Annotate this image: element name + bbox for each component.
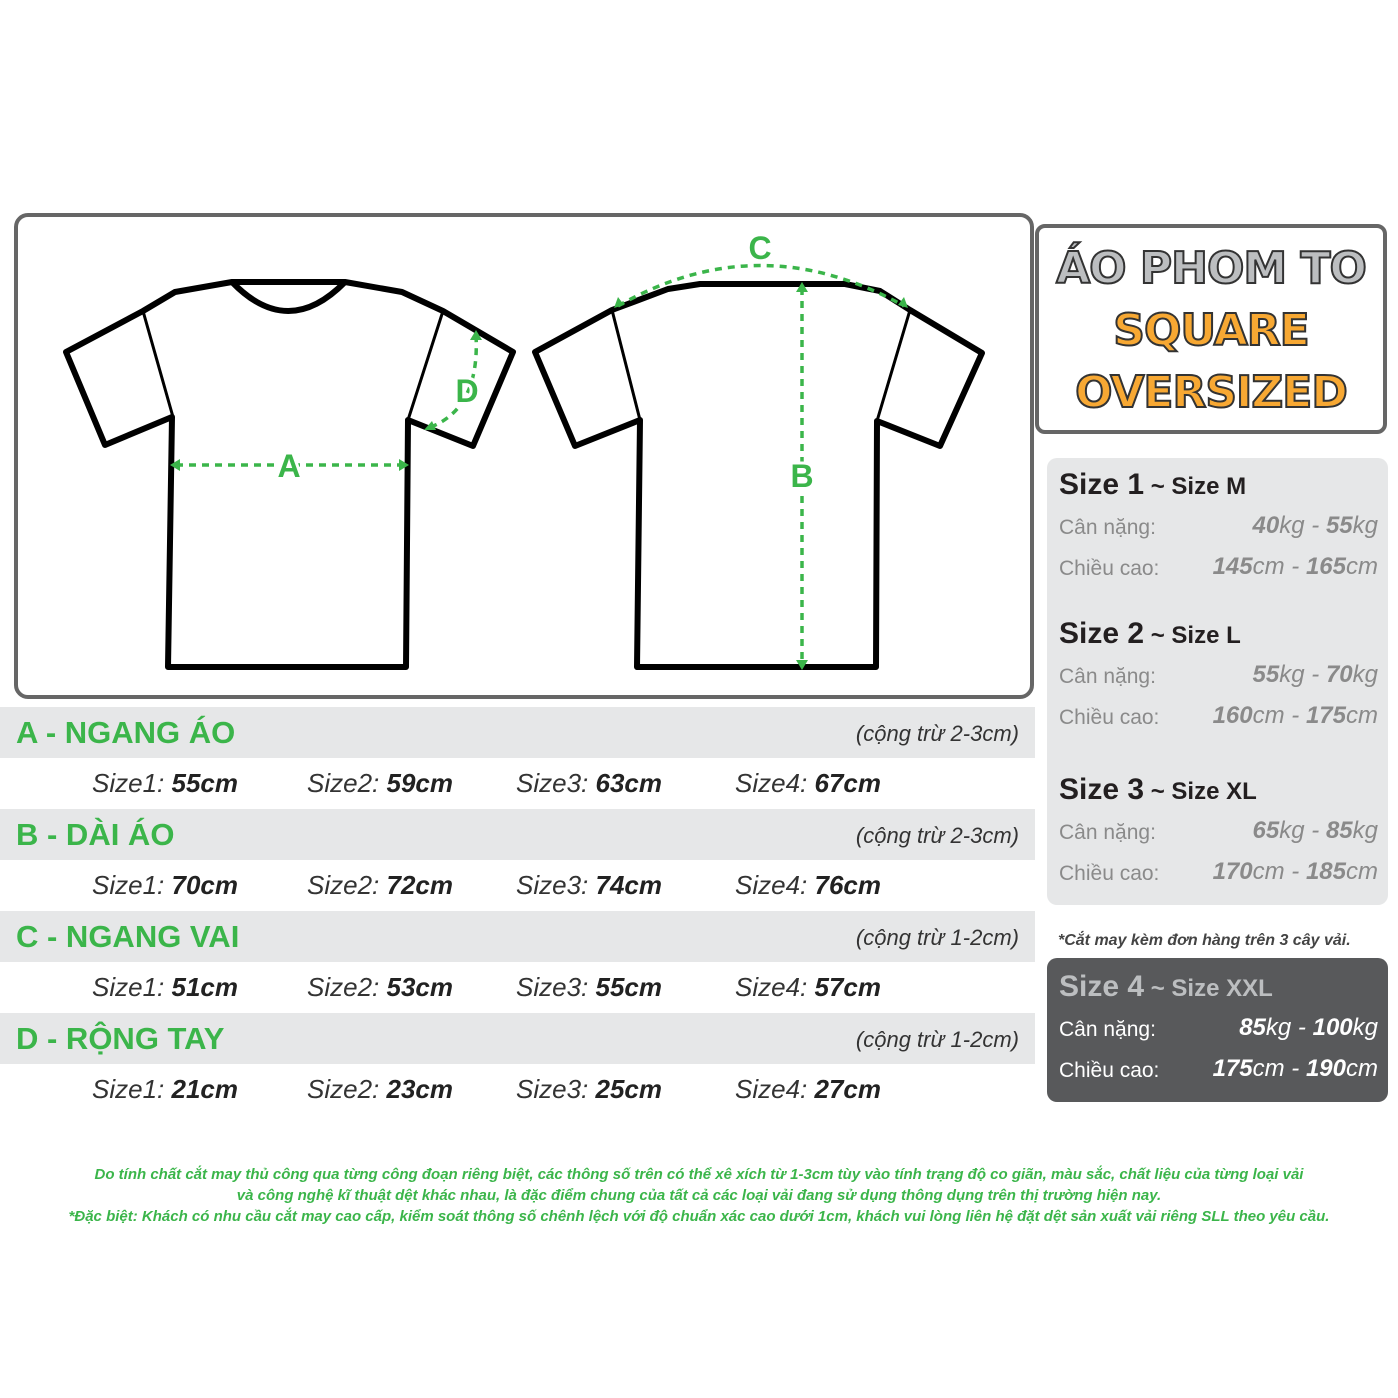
- size-value: Size3: 25cm: [516, 1074, 662, 1104]
- measurement-values: Size1: 51cm Size2: 53cm Size3: 55cm Size4: …: [0, 962, 1035, 1013]
- label-a: A: [277, 448, 300, 484]
- measurement-label: B - DÀI ÁO: [16, 817, 175, 852]
- size-value: Size3: 74cm: [516, 870, 662, 900]
- measurement-values: Size1: 21cm Size2: 23cm Size3: 25cm Size4: …: [0, 1064, 1035, 1115]
- height-label: Chiều cao:: [1059, 706, 1160, 729]
- title-line-3: OVERSIZED: [1074, 366, 1349, 419]
- measurement-header: C - NGANG VAI (cộng trừ 1-2cm): [0, 911, 1035, 962]
- weight-label: Cân nặng:: [1059, 516, 1156, 539]
- measurement-label: D - RỘNG TAY: [16, 1021, 225, 1056]
- size-value: Size2: 53cm: [307, 972, 453, 1002]
- weight-range: 85kg - 100kg: [1239, 1014, 1378, 1041]
- size-value: Size2: 59cm: [307, 768, 453, 798]
- product-title: ÁO PHOM TO SQUARE OVERSIZED: [1035, 224, 1387, 434]
- weight-label: Cân nặng:: [1059, 821, 1156, 844]
- footer-line: *Đặc biệt: Khách có nhu cầu cắt may cao …: [68, 1208, 1330, 1225]
- label-b: B: [790, 458, 813, 494]
- title-line-1: ÁO PHOM TO: [1055, 242, 1368, 295]
- height-range: 145cm - 165cm: [1212, 553, 1378, 580]
- measurement-header: D - RỘNG TAY (cộng trừ 1-2cm): [0, 1013, 1035, 1064]
- diagram-frame: [14, 213, 1034, 699]
- size-4-panel: Size 4 ~ Size XXL Cân nặng: 85kg - 100kg…: [1047, 958, 1388, 1102]
- tolerance: (cộng trừ 2-3cm): [855, 721, 1019, 746]
- size-value: Size2: 72cm: [307, 870, 453, 900]
- size-value: Size4: 27cm: [735, 1074, 881, 1104]
- footer-line: Do tính chất cắt may thủ công qua từng c…: [94, 1166, 1304, 1183]
- size-value: Size4: 57cm: [735, 972, 881, 1002]
- height-range: 160cm - 175cm: [1212, 702, 1378, 729]
- size-value: Size1: 21cm: [92, 1074, 238, 1104]
- measurement-label: A - NGANG ÁO: [16, 715, 236, 750]
- size-value: Size4: 76cm: [735, 870, 881, 900]
- back-shirt: [532, 281, 985, 670]
- size-value: Size1: 55cm: [92, 768, 238, 798]
- weight-label: Cân nặng:: [1059, 665, 1156, 688]
- footer-line: và công nghệ kĩ thuật dệt khác nhau, là …: [236, 1187, 1162, 1204]
- tolerance: (cộng trừ 1-2cm): [855, 925, 1019, 950]
- measurement-header: B - DÀI ÁO (cộng trừ 2-3cm): [0, 809, 1035, 860]
- size-value: Size3: 63cm: [516, 768, 662, 798]
- label-d: D: [455, 373, 478, 409]
- height-label: Chiều cao:: [1059, 862, 1160, 885]
- size-heading: Size 2 ~ Size L: [1059, 617, 1241, 650]
- footer-disclaimer: Do tính chất cắt may thủ công qua từng c…: [0, 1164, 1398, 1227]
- height-label: Chiều cao:: [1059, 1059, 1160, 1082]
- weight-range: 40kg - 55kg: [1252, 512, 1378, 539]
- size-guide-panel: Size 1 ~ Size M Cân nặng: 40kg - 55kg Ch…: [1047, 458, 1388, 905]
- measurement-values: Size1: 70cm Size2: 72cm Size3: 74cm Size4: …: [0, 860, 1035, 911]
- measurement-values: Size1: 55cm Size2: 59cm Size3: 63cm Size4: …: [0, 758, 1035, 809]
- height-range: 170cm - 185cm: [1212, 858, 1378, 885]
- size-heading: Size 1 ~ Size M: [1059, 468, 1247, 501]
- size-heading: Size 3 ~ Size XL: [1059, 773, 1257, 806]
- size-value: Size4: 67cm: [735, 768, 881, 798]
- size-value: Size3: 55cm: [516, 972, 662, 1002]
- label-c: C: [748, 230, 771, 266]
- order-note: *Cắt may kèm đơn hàng trên 3 cây vải.: [1058, 932, 1351, 949]
- tshirt-diagram: A B C D: [63, 227, 985, 670]
- size-heading: Size 4 ~ Size XXL: [1059, 970, 1273, 1003]
- tolerance: (cộng trừ 1-2cm): [855, 1027, 1019, 1052]
- size-value: Size2: 23cm: [307, 1074, 453, 1104]
- measurement-header: A - NGANG ÁO (cộng trừ 2-3cm): [0, 707, 1035, 758]
- weight-range: 65kg - 85kg: [1252, 817, 1378, 844]
- size-value: Size1: 51cm: [92, 972, 238, 1002]
- weight-label: Cân nặng:: [1059, 1018, 1156, 1041]
- size-value: Size1: 70cm: [92, 870, 238, 900]
- weight-range: 55kg - 70kg: [1252, 661, 1378, 688]
- height-range: 175cm - 190cm: [1212, 1055, 1378, 1082]
- height-label: Chiều cao:: [1059, 557, 1160, 580]
- title-line-2: SQUARE: [1112, 304, 1310, 357]
- measurement-label: C - NGANG VAI: [16, 919, 240, 954]
- tolerance: (cộng trừ 2-3cm): [855, 823, 1019, 848]
